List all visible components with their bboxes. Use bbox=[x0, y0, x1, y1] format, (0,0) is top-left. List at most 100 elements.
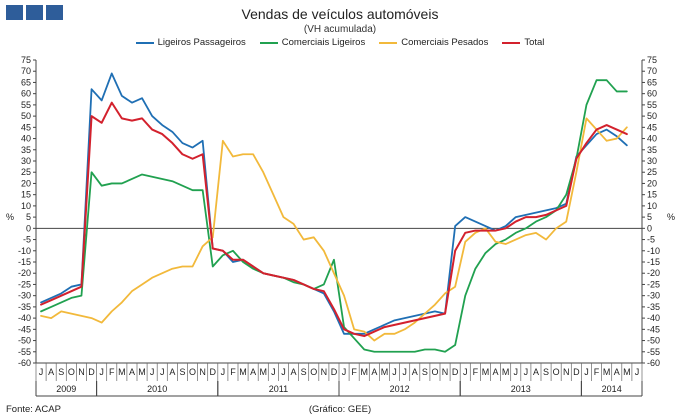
x-month-label: D bbox=[88, 367, 95, 377]
y-tick-label-left: -45 bbox=[18, 324, 31, 334]
y-tick-label-right: -40 bbox=[647, 313, 660, 323]
x-month-label: M bbox=[381, 367, 389, 377]
y-tick-label-right: 70 bbox=[647, 66, 657, 76]
x-month-label: O bbox=[310, 367, 317, 377]
y-tick-label-left: 20 bbox=[21, 178, 31, 188]
x-month-label: J bbox=[281, 367, 286, 377]
x-year-label: 2014 bbox=[602, 384, 622, 394]
x-month-label: J bbox=[392, 367, 397, 377]
y-tick-label-left: -40 bbox=[18, 313, 31, 323]
y-tick-label-right: -50 bbox=[647, 336, 660, 346]
y-tick-label-right: 75 bbox=[647, 55, 657, 65]
x-month-label: F bbox=[230, 367, 236, 377]
y-tick-label-left: -55 bbox=[18, 347, 31, 357]
legend-item-ligeiros-passageiros: Ligeiros Passageiros bbox=[135, 37, 246, 48]
y-tick-label-left: 70 bbox=[21, 66, 31, 76]
series-line-total bbox=[40, 101, 628, 338]
y-tick-label-left: -5 bbox=[23, 235, 31, 245]
x-month-label: J bbox=[39, 367, 44, 377]
y-tick-label-right: 20 bbox=[647, 178, 657, 188]
y-tick-label-left: 15 bbox=[21, 190, 31, 200]
x-month-label: D bbox=[452, 367, 459, 377]
y-tick-label-right: 0 bbox=[647, 223, 652, 233]
y-tick-label-left: -50 bbox=[18, 336, 31, 346]
x-month-label: N bbox=[78, 367, 85, 377]
legend-swatch bbox=[379, 41, 398, 44]
y-tick-label-right: -45 bbox=[647, 324, 660, 334]
x-month-label: J bbox=[271, 367, 276, 377]
y-tick-label-left: -15 bbox=[18, 257, 31, 267]
y-tick-label-left: 60 bbox=[21, 89, 31, 99]
y-tick-label-left: 35 bbox=[21, 145, 31, 155]
x-month-label: M bbox=[239, 367, 247, 377]
x-month-label: S bbox=[543, 367, 549, 377]
x-month-label: N bbox=[563, 367, 570, 377]
y-tick-label-left: 30 bbox=[21, 156, 31, 166]
chart-credit: (Gráfico: GEE) bbox=[308, 404, 372, 415]
x-month-label: J bbox=[160, 367, 165, 377]
y-tick-label-right: 30 bbox=[647, 156, 657, 166]
x-month-label: O bbox=[553, 367, 560, 377]
y-tick-label-left: -25 bbox=[18, 279, 31, 289]
y-tick-label-right: -10 bbox=[647, 246, 660, 256]
x-year-label: 2010 bbox=[147, 384, 167, 394]
x-month-label: A bbox=[48, 367, 54, 377]
x-month-label: O bbox=[189, 367, 196, 377]
legend-item-comerciais-ligeiros: Comerciais Ligeiros bbox=[259, 37, 366, 48]
y-tick-label-left: 75 bbox=[21, 55, 31, 65]
x-month-label: F bbox=[473, 367, 479, 377]
x-month-label: M bbox=[138, 367, 146, 377]
y-tick-label-right: 5 bbox=[647, 212, 652, 222]
x-month-label: J bbox=[342, 367, 347, 377]
x-month-label: S bbox=[301, 367, 307, 377]
x-month-label: S bbox=[422, 367, 428, 377]
x-month-label: N bbox=[199, 367, 206, 377]
x-month-label: F bbox=[351, 367, 357, 377]
x-month-label: D bbox=[573, 367, 580, 377]
y-tick-label-left: 45 bbox=[21, 122, 31, 132]
y-tick-label-left: -20 bbox=[18, 268, 31, 278]
x-month-label: A bbox=[371, 367, 377, 377]
series-line-ligeiros-passageiros bbox=[40, 72, 628, 335]
y-tick-label-right: -60 bbox=[647, 358, 660, 368]
legend-label: Comerciais Ligeiros bbox=[281, 37, 366, 48]
x-month-label: J bbox=[514, 367, 519, 377]
legend-swatch bbox=[502, 41, 521, 44]
source-note: Fonte: ACAP bbox=[6, 404, 61, 415]
x-month-label: N bbox=[442, 367, 449, 377]
x-year-label: 2012 bbox=[390, 384, 410, 394]
series-line-comerciais-pesados bbox=[40, 117, 628, 342]
x-month-label: M bbox=[502, 367, 510, 377]
x-month-label: N bbox=[321, 367, 328, 377]
x-month-label: O bbox=[431, 367, 438, 377]
y-tick-label-left: 40 bbox=[21, 134, 31, 144]
y-tick-label-right: 60 bbox=[647, 89, 657, 99]
y-tick-label-left: 10 bbox=[21, 201, 31, 211]
x-month-label: A bbox=[169, 367, 175, 377]
x-month-label: J bbox=[584, 367, 589, 377]
x-month-label: A bbox=[493, 367, 499, 377]
y-tick-label-right: 65 bbox=[647, 77, 657, 87]
x-month-label: A bbox=[614, 367, 620, 377]
legend-label: Comerciais Pesados bbox=[401, 37, 489, 48]
x-month-label: J bbox=[99, 367, 104, 377]
legend-item-comerciais-pesados: Comerciais Pesados bbox=[379, 37, 488, 48]
x-month-label: M bbox=[623, 367, 631, 377]
x-year-label: 2009 bbox=[56, 384, 76, 394]
x-month-label: J bbox=[402, 367, 407, 377]
corner-logo-blocks bbox=[6, 5, 63, 20]
legend-label: Total bbox=[524, 37, 545, 48]
y-tick-label-left: 55 bbox=[21, 100, 31, 110]
y-tick-label-left: 50 bbox=[21, 111, 31, 121]
x-year-label: 2011 bbox=[269, 384, 288, 394]
y-tick-label-left: 25 bbox=[21, 167, 31, 177]
chart-title: Vendas de veículos automóveis bbox=[241, 6, 439, 22]
x-month-label: M bbox=[118, 367, 126, 377]
y-tick-label-right: -25 bbox=[647, 279, 660, 289]
x-month-label: A bbox=[129, 367, 135, 377]
y-tick-label-right: 10 bbox=[647, 201, 657, 211]
y-tick-label-right: -55 bbox=[647, 347, 660, 357]
x-month-label: A bbox=[533, 367, 539, 377]
corner-block bbox=[46, 5, 63, 20]
